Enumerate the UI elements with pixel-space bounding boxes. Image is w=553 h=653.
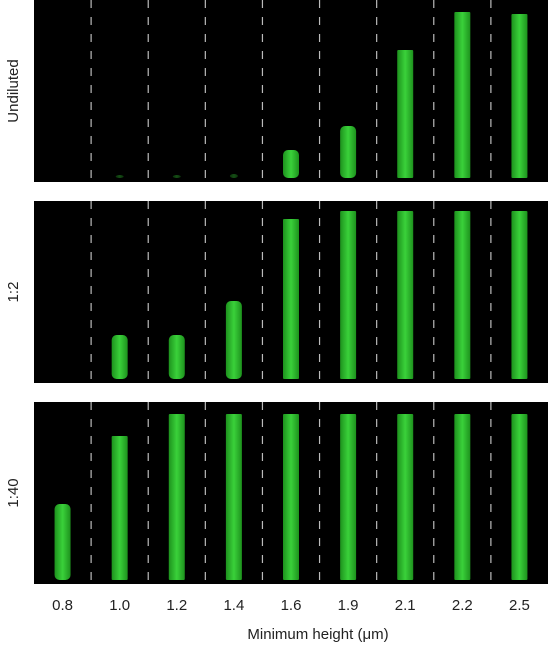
row-label: 1:2: [5, 282, 22, 303]
channel-fluorescence: [168, 414, 185, 580]
column-label: 1.2: [166, 597, 187, 614]
channel-fluorescence: [454, 414, 471, 580]
channel-fluorescence: [225, 414, 242, 580]
channel-fluorescence: [454, 211, 471, 379]
row-label: Undiluted: [5, 59, 22, 122]
row-label: 1:40: [5, 478, 22, 507]
channel-fluorescence: [283, 414, 299, 580]
channel-fluorescence: [397, 50, 414, 178]
channel-fluorescence: [340, 126, 357, 178]
column-label: 2.5: [509, 597, 530, 614]
channel-fluorescence: [283, 150, 299, 178]
column-label: 0.8: [52, 597, 73, 614]
channel-fluorescence: [115, 175, 124, 178]
column-label: 2.2: [452, 597, 473, 614]
channel-fluorescence: [111, 436, 128, 580]
channel-fluorescence: [397, 414, 414, 580]
channel-fluorescence: [225, 301, 242, 379]
channel-fluorescence: [111, 335, 128, 379]
x-axis-label: Minimum height (μm): [247, 626, 388, 643]
channel-fluorescence: [340, 211, 357, 379]
channel-fluorescence: [168, 335, 185, 379]
channel-fluorescence: [229, 174, 238, 178]
column-label: 1.6: [281, 597, 302, 614]
channel-fluorescence: [172, 175, 181, 178]
column-label: 1.4: [223, 597, 244, 614]
column-label: 1.0: [109, 597, 130, 614]
channel-fluorescence: [283, 219, 299, 379]
channel-fluorescence: [397, 211, 414, 379]
channel-fluorescence: [511, 414, 528, 580]
channel-fluorescence: [54, 504, 71, 580]
column-label: 2.1: [395, 597, 416, 614]
column-label: 1.9: [338, 597, 359, 614]
channel-fluorescence: [340, 414, 357, 580]
channel-fluorescence: [511, 14, 528, 178]
channel-fluorescence: [511, 211, 528, 379]
channel-fluorescence: [454, 12, 471, 178]
